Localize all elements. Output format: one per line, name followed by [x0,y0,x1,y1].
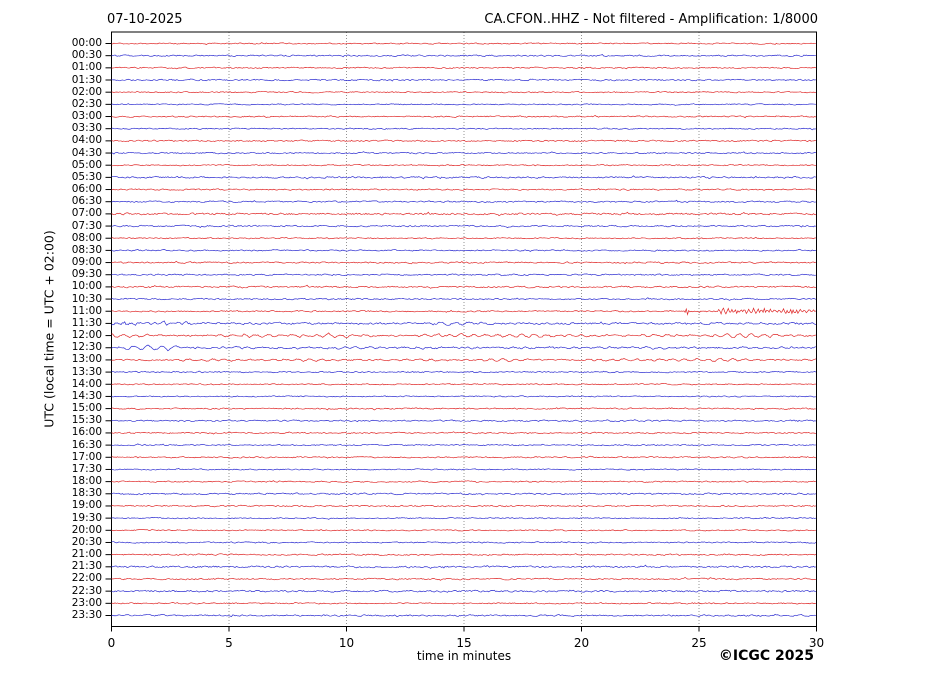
row-label-04:30: 04:30 [71,146,102,159]
row-label-21:00: 21:00 [71,548,102,561]
row-label-23:00: 23:00 [71,596,102,609]
copyright-credit: ©ICGC 2025 [718,648,814,664]
row-label-01:00: 01:00 [71,61,102,74]
row-label-02:00: 02:00 [71,85,102,98]
row-label-16:30: 16:30 [71,438,102,451]
row-label-00:00: 00:00 [71,37,102,49]
date-title: 07-10-2025 [107,12,183,27]
row-label-17:30: 17:30 [71,462,102,475]
row-label-20:00: 20:00 [71,523,102,536]
row-label-10:00: 10:00 [71,280,102,293]
row-label-16:00: 16:00 [71,426,102,439]
row-label-15:30: 15:30 [71,414,102,427]
row-label-06:00: 06:00 [71,183,102,196]
x-tick-label-5: 5 [225,636,233,650]
x-tick-label-30: 30 [808,636,825,650]
row-label-22:30: 22:30 [71,584,102,597]
row-label-05:30: 05:30 [71,170,102,183]
row-label-19:00: 19:00 [71,499,102,512]
row-label-07:00: 07:00 [71,207,102,220]
station-title: CA.CFON..HHZ - Not filtered - Amplificat… [484,12,818,27]
row-label-15:00: 15:00 [71,402,102,415]
row-label-08:30: 08:30 [71,243,102,256]
row-label-13:30: 13:30 [71,365,102,378]
row-label-04:00: 04:00 [71,134,102,147]
row-label-12:00: 12:00 [71,329,102,342]
row-label-00:30: 00:30 [71,49,102,62]
row-label-23:30: 23:30 [71,608,102,621]
row-label-13:00: 13:00 [71,353,102,366]
row-label-21:30: 21:30 [71,560,102,573]
row-label-22:00: 22:00 [71,572,102,585]
row-label-09:00: 09:00 [71,256,102,269]
row-label-03:30: 03:30 [71,122,102,135]
row-label-18:30: 18:30 [71,487,102,500]
row-label-05:00: 05:00 [71,158,102,171]
row-label-03:00: 03:00 [71,110,102,123]
x-tick-label-10: 10 [338,636,355,650]
x-tick-label-15: 15 [456,636,472,650]
x-tick-label-25: 25 [691,636,707,650]
row-label-12:30: 12:30 [71,341,102,354]
row-label-18:00: 18:00 [71,475,102,488]
row-label-09:30: 09:30 [71,268,102,281]
row-label-01:30: 01:30 [71,73,102,86]
row-label-14:00: 14:00 [71,377,102,390]
row-label-11:30: 11:30 [71,316,102,329]
row-label-06:30: 06:30 [71,195,102,208]
row-label-17:00: 17:00 [71,450,102,463]
row-label-20:30: 20:30 [71,535,102,548]
row-label-19:30: 19:30 [71,511,102,524]
x-tick-label-20: 20 [573,636,590,650]
row-label-08:00: 08:00 [71,231,102,244]
row-label-10:30: 10:30 [71,292,102,305]
row-label-07:30: 07:30 [71,219,102,232]
row-label-11:00: 11:00 [71,304,102,317]
row-label-14:30: 14:30 [71,389,102,402]
x-tick-label-0: 0 [107,636,116,650]
row-label-02:30: 02:30 [71,97,102,110]
x-axis-label: time in minutes [416,649,512,663]
